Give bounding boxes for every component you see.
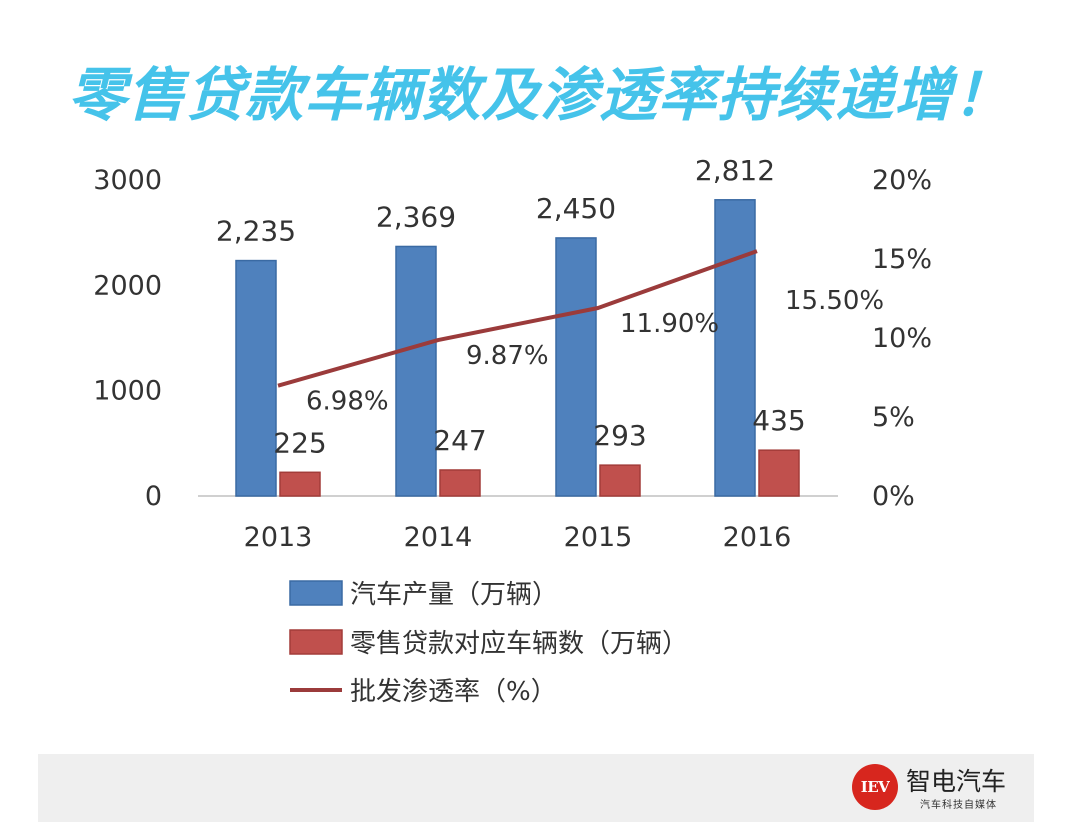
bar-retail-loan-label: 225 [273,426,326,459]
penetration-rate-label: 9.87% [466,341,549,371]
y-right-tick-label: 10% [872,323,932,354]
bar-production [714,199,756,497]
bar-retail-loan-label: 435 [752,404,805,437]
brand-name: 智电汽车 [906,767,1007,796]
y-left-tick-label: 3000 [93,165,162,196]
bar-retail-loan [599,464,641,497]
bar-production-label: 2,369 [376,200,456,233]
bar-retail-loan-label: 247 [433,424,486,457]
bar-production-label: 2,235 [216,215,296,248]
brand-logo: IEV 智电汽车 汽车科技自媒体 [848,758,1028,816]
bar-production-label: 2,812 [695,154,775,187]
x-tick-label: 2015 [564,522,633,553]
penetration-rate-line [277,249,758,388]
legend-label: 批发渗透率（%） [350,677,557,707]
y-left-tick-label: 2000 [93,270,162,301]
penetration-rate-label: 6.98% [306,387,389,417]
bar-retail-loan [279,471,321,497]
x-tick-label: 2014 [404,522,473,553]
penetration-rate-label: 15.50% [785,286,884,316]
bar-retail-loan [439,469,481,497]
y-right-tick-label: 0% [872,481,915,512]
bar-retail-loan [758,449,800,497]
brand-logo-icon: IEV [852,764,898,810]
bar-production-label: 2,450 [536,192,616,225]
y-right-tick-label: 15% [872,244,932,275]
slide-title: 零售贷款车辆数及渗透率持续递增！ [67,61,1012,129]
y-right-tick-label: 5% [872,402,915,433]
legend-label: 零售贷款对应车辆数（万辆） [350,629,688,659]
legend-swatch [289,629,343,655]
bar-production [555,237,597,497]
y-right-tick-label: 20% [872,165,932,196]
legend-swatch [289,580,343,606]
x-tick-label: 2013 [244,522,313,553]
y-left-tick-label: 0 [145,481,162,512]
penetration-rate-label: 11.90% [620,309,719,339]
brand-tagline: 汽车科技自媒体 [920,800,997,811]
bar-production [395,245,437,497]
y-left-tick-label: 1000 [93,376,162,407]
legend-label: 汽车产量（万辆） [350,580,558,610]
bar-production [235,259,277,497]
x-tick-label: 2016 [723,522,792,553]
bar-retail-loan-label: 293 [593,419,646,452]
